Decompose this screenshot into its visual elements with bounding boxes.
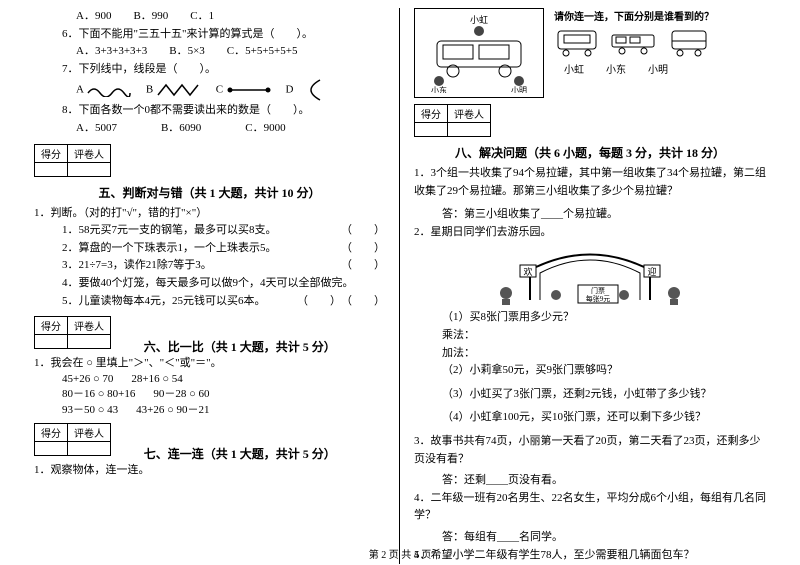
q7-label-a: A [76,84,83,96]
q8: 8．下面各数一个0都不需要读出来的数是（ ）。 [34,102,385,120]
sec8-q1-answer[interactable]: 答：第三小组收集了____个易拉罐。 [414,206,766,224]
sec6-stem: 1．我会在 ○ 里填上"＞"、"＜"或"＝"。 [34,355,385,373]
score-box-8: 得分评卷人 [414,104,491,137]
compare-item[interactable]: 43+26 ○ 90－21 [136,401,209,417]
sec8-q2: 2．星期日同学们去游乐园。 [414,224,766,242]
bracket[interactable]: （ ） [341,240,385,258]
sec5-item-4: 4．要做40个灯笼，每天最多可以做9个，4天可以全部做完。（ ） [34,275,385,293]
sec8-q3-answer[interactable]: 答：还剩____页没有看。 [414,472,766,490]
reviewer-cell[interactable]: 评卷人 [448,105,491,123]
scene-box: 小虹 小东 小明 [414,8,544,98]
svg-text:小东: 小东 [431,85,447,93]
kids-car-scene-icon: 小虹 小东 小明 [419,13,539,93]
vehicle-back-icon[interactable] [666,27,712,57]
q7-label-d: D [286,84,294,96]
score-cell[interactable]: 得分 [415,105,448,123]
score-box-7: 得分评卷人 [34,423,111,456]
compare-item[interactable]: 80－16 ○ 80+16 [62,385,135,401]
reviewer-cell[interactable]: 评卷人 [68,317,111,335]
score-cell[interactable]: 得分 [35,423,68,441]
q7-figures: A B C D [34,78,385,102]
q7-label-c: C [216,84,223,96]
sec8-q4: 4．二年级一班有20名男生、22名女生，平均分成6个小组，每组有几名同学？ [414,490,766,525]
arc-line-icon [296,78,326,102]
bracket[interactable]: （ ） [297,293,341,311]
sec6-row-2: 80－16 ○ 80+16 90－28 ○ 60 [34,385,385,401]
compare-item[interactable]: 28+16 ○ 54 [131,373,182,385]
connect-figure: 小虹 小东 小明 请你连一连，下面分别是谁看到的？ [414,8,766,98]
section-8-title: 八、解决问题（共 6 小题，每题 3 分，共计 18 分） [414,144,766,161]
name-label: 小明 [648,61,668,76]
sec8-q3: 3．故事书共有74页，小丽第一天看了20页，第二天看了23页，还剩多少页没有看？ [414,433,766,468]
compare-item[interactable]: 45+26 ○ 70 [62,373,113,385]
park-figure: 欢 迎 门票 每张9元 [414,245,766,305]
sec5-stem: 1．判断。（对的打"√"，错的打"×"） [34,205,385,223]
sec6-row-1: 45+26 ○ 70 28+16 ○ 54 [34,373,385,385]
q7-label-b: B [146,84,153,96]
sec5-item-5: 5．儿童读物每本4元，25元钱可以买6本。（ ） [34,293,385,311]
vehicle-side-icon[interactable] [610,27,656,57]
q8-options: A．5007 B．6090 C．9000 [34,120,385,138]
name-label: 小虹 [564,61,584,76]
sec8-q4-answer[interactable]: 答：每组有____名同学。 [414,529,766,547]
compare-item[interactable]: 90－28 ○ 60 [153,385,209,401]
svg-text:每张9元: 每张9元 [586,294,611,303]
compare-item[interactable]: 93－50 ○ 43 [62,401,118,417]
svg-text:迎: 迎 [647,266,656,277]
score-cell[interactable]: 得分 [35,317,68,335]
sec7-stem: 1．观察物体，连一连。 [34,462,385,480]
q6: 6．下面不能用"三五十五"来计算的算式是（ ）。 [34,26,385,44]
sec8-q2-3: （3）小虹买了3张门票，还剩2元钱，小虹带了多少钱？ [414,386,766,404]
reviewer-cell[interactable]: 评卷人 [68,144,111,162]
sec8-q2-2: （2）小莉拿50元，买9张门票够吗？ [414,362,766,380]
reviewer-cell[interactable]: 评卷人 [68,423,111,441]
svg-text:欢: 欢 [523,266,532,277]
q5-options: A．900 B．990 C．1 [34,8,385,26]
sec5-item-2: 2．算盘的一个下珠表示1，一个上珠表示5。（ ） [34,240,385,258]
svg-text:小虹: 小虹 [470,15,488,25]
sec8-q2-1: （1）买8张门票用多少元？ [414,309,766,327]
section-5-title: 五、判断对与错（共 1 大题，共计 10 分） [34,184,385,201]
bracket[interactable]: （ ） [341,257,385,275]
sec5-item-3: 3．21÷7=3，读作21除7等于3。（ ） [34,257,385,275]
svg-text:小明: 小明 [511,86,527,93]
bracket[interactable]: （ ） [341,293,385,311]
score-box-6: 得分评卷人 [34,316,111,349]
q6-options: A．3+3+3+3+3 B．5×3 C．5+5+5+5+5 [34,43,385,61]
bracket[interactable]: （ ） [341,222,385,240]
park-gate-icon: 欢 迎 门票 每张9元 [490,245,690,305]
section-6-title: 六、比一比（共 1 大题，共计 5 分） [144,338,336,355]
svg-text:门票: 门票 [591,286,605,295]
sec8-q2-mul[interactable]: 乘法： [414,327,766,345]
name-label: 小东 [606,61,626,76]
zigzag-line-icon [156,83,202,97]
segment-line-icon [226,83,272,97]
sec8-q1: 1．3个组一共收集了94个易拉罐，其中第一组收集了34个易拉罐，第二组收集了29… [414,165,766,200]
score-box-5: 得分评卷人 [34,144,111,177]
score-cell[interactable]: 得分 [35,144,68,162]
sec8-q2-add[interactable]: 加法： [414,345,766,363]
vehicle-front-icon[interactable] [554,27,600,57]
q7: 7．下列线中，线段是（ ）。 [34,61,385,79]
sec5-item-1: 1．58元买7元一支的钢笔，最多可以买8支。（ ） [34,222,385,240]
connect-title: 请你连一连，下面分别是谁看到的？ [554,8,714,23]
sec6-row-3: 93－50 ○ 43 43+26 ○ 90－21 [34,401,385,417]
page-footer: 第 2 页 共 4 页 [0,546,800,561]
wavy-line-icon [86,83,132,97]
section-7-title: 七、连一连（共 1 大题，共计 5 分） [144,445,336,462]
sec8-q2-4: （4）小虹拿100元，买10张门票，还可以剩下多少钱？ [414,409,766,427]
